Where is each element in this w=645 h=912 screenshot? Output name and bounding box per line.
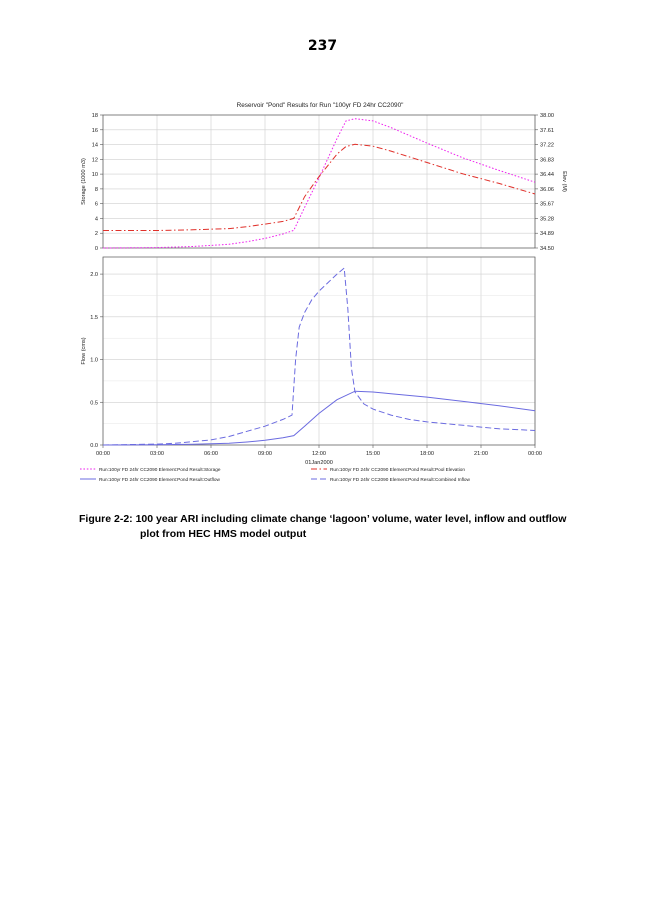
bottom-x-tick-label: 21:00 [474,451,488,457]
top-left-tick-label: 16 [92,128,98,134]
top-y-axis-label: Storage (1000 m3) [81,158,87,205]
bottom-y-tick-label: 1.0 [90,358,98,364]
top-right-tick-label: 38.00 [540,113,554,119]
pool-elevation-series-line [103,143,536,231]
top-left-tick-label: 18 [92,113,98,119]
top-right-tick-label: 34.89 [540,231,554,237]
top-left-tick-label: 4 [95,216,98,222]
bottom-x-tick-label: 06:00 [204,451,218,457]
bottom-y-tick-label: 0.5 [90,400,98,406]
top-left-tick-label: 6 [95,202,98,208]
legend-storage-label: Run:100yr FD 24hr CC2090 Element:Pond Re… [99,467,221,472]
top-right-tick-label: 34.50 [540,246,554,252]
caption-line-1: Figure 2-2: 100 year ARI including clima… [79,513,567,525]
legend-combined-inflow-label: Run:100yr FD 24hr CC2090 Element:Pond Re… [330,477,471,482]
bottom-y-tick-label: 2.0 [90,272,98,278]
top-left-tick-label: 12 [92,157,98,163]
top-right-tick-label: 36.83 [540,157,554,163]
storage-series-line [102,118,536,249]
chart-title: Reservoir "Pond" Results for Run "100yr … [237,102,404,109]
top-right-tick-label: 37.61 [540,128,554,134]
bottom-y-axis-label: Flow (cms) [81,337,87,364]
caption-line-2: plot from HEC HMS model output [140,528,307,540]
bottom-x-tick-label: 00:00 [528,451,542,457]
page-number: 237 [307,38,338,54]
top-left-tick-label: 0 [95,246,98,252]
bottom-x-tick-label: 03:00 [150,451,164,457]
top-y2-axis-label: Elev (M) [561,171,567,192]
top-right-tick-label: 36.06 [540,187,554,193]
top-plot-frame [102,114,536,249]
bottom-y-tick-label: 0.0 [90,443,98,449]
top-left-tick-label: 2 [95,231,98,237]
combined-inflow-series-line [102,267,536,446]
top-left-tick-label: 8 [95,187,98,193]
top-left-tick-label: 10 [92,172,98,178]
bottom-plot-frame [102,256,536,446]
bottom-x-tick-label: 18:00 [420,451,434,457]
top-left-tick-label: 14 [92,143,98,149]
legend-outflow-label: Run:100yr FD 24hr CC2090 Element:Pond Re… [99,477,221,482]
x-axis-date-label: 01Jan2000 [305,460,333,466]
bottom-x-tick-label: 15:00 [366,451,380,457]
figure-caption: Figure 2-2: 100 year ARI including clima… [79,512,599,542]
top-right-tick-label: 35.67 [540,202,554,208]
outflow-series-line [102,390,536,446]
bottom-x-tick-label: 09:00 [258,451,272,457]
top-right-tick-label: 36.44 [540,172,554,178]
bottom-x-tick-label: 12:00 [312,451,326,457]
top-right-tick-label: 37.22 [540,143,554,149]
bottom-y-tick-label: 1.5 [90,315,98,321]
legend-pool-elevation-label: Run:100yr FD 24hr CC2090 Element:Pond Re… [330,467,465,472]
top-right-tick-label: 35.28 [540,216,554,222]
bottom-x-tick-label: 00:00 [96,451,110,457]
